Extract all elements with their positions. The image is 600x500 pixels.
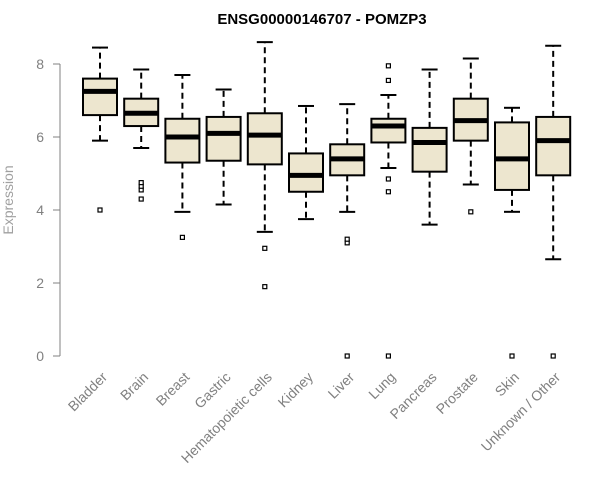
iqr-box [205,115,242,162]
y-axis-label: Expression [0,165,16,234]
x-tick-label: Liver [325,369,358,402]
outlier-point [262,245,268,251]
x-tick-label: Kidney [275,369,317,411]
y-tick-label: 8 [36,56,44,72]
outlier-point [385,189,391,195]
outlier-point [179,234,185,240]
y-tick-label: 0 [36,348,44,364]
box-breast [164,73,201,240]
iqr-box [164,117,201,164]
outlier-point [262,284,268,290]
iqr-box [246,112,283,166]
x-tick-label: Bladder [65,369,111,415]
box-pancreas [411,68,448,226]
box-skin [494,106,530,359]
x-tick-label: Skin [492,369,523,400]
box-kidney [288,104,324,221]
iqr-box [411,126,448,173]
outlier-point [138,180,144,186]
outlier-point [385,176,391,182]
box-lung [370,63,407,359]
iqr-box [494,121,530,191]
x-tick-label: Brain [117,369,151,403]
iqr-box [288,152,324,193]
y-tick-label: 4 [36,202,44,218]
boxes-group [82,41,572,359]
iqr-box [370,117,407,144]
box-liver [329,103,366,359]
box-bladder [82,46,118,213]
box-prostate [452,57,489,215]
outlier-point [344,236,350,242]
outlier-point [468,209,474,215]
box-gastric [205,88,242,206]
outlier-point [97,207,103,213]
y-axis: 0 2 4 6 8 [36,56,61,364]
outlier-point [138,196,144,202]
iqr-box [535,115,572,177]
outlier-point [550,353,556,359]
x-tick-label: Breast [153,369,193,409]
outlier-point [385,77,391,84]
y-tick-label: 6 [36,129,44,145]
outlier-point [385,353,391,359]
box-unknown-other [535,44,572,359]
outlier-point [344,353,350,359]
outlier-point [385,63,391,69]
box-brain [123,68,160,202]
chart-title: ENSG00000146707 - POMZP3 [217,11,426,28]
iqr-box [82,77,118,117]
x-tick-label: Prostate [433,369,481,417]
outlier-point [509,353,515,359]
x-tick-label: Lung [365,369,398,402]
y-tick-label: 2 [36,275,44,291]
box-hematopoietic-cells [246,41,283,290]
